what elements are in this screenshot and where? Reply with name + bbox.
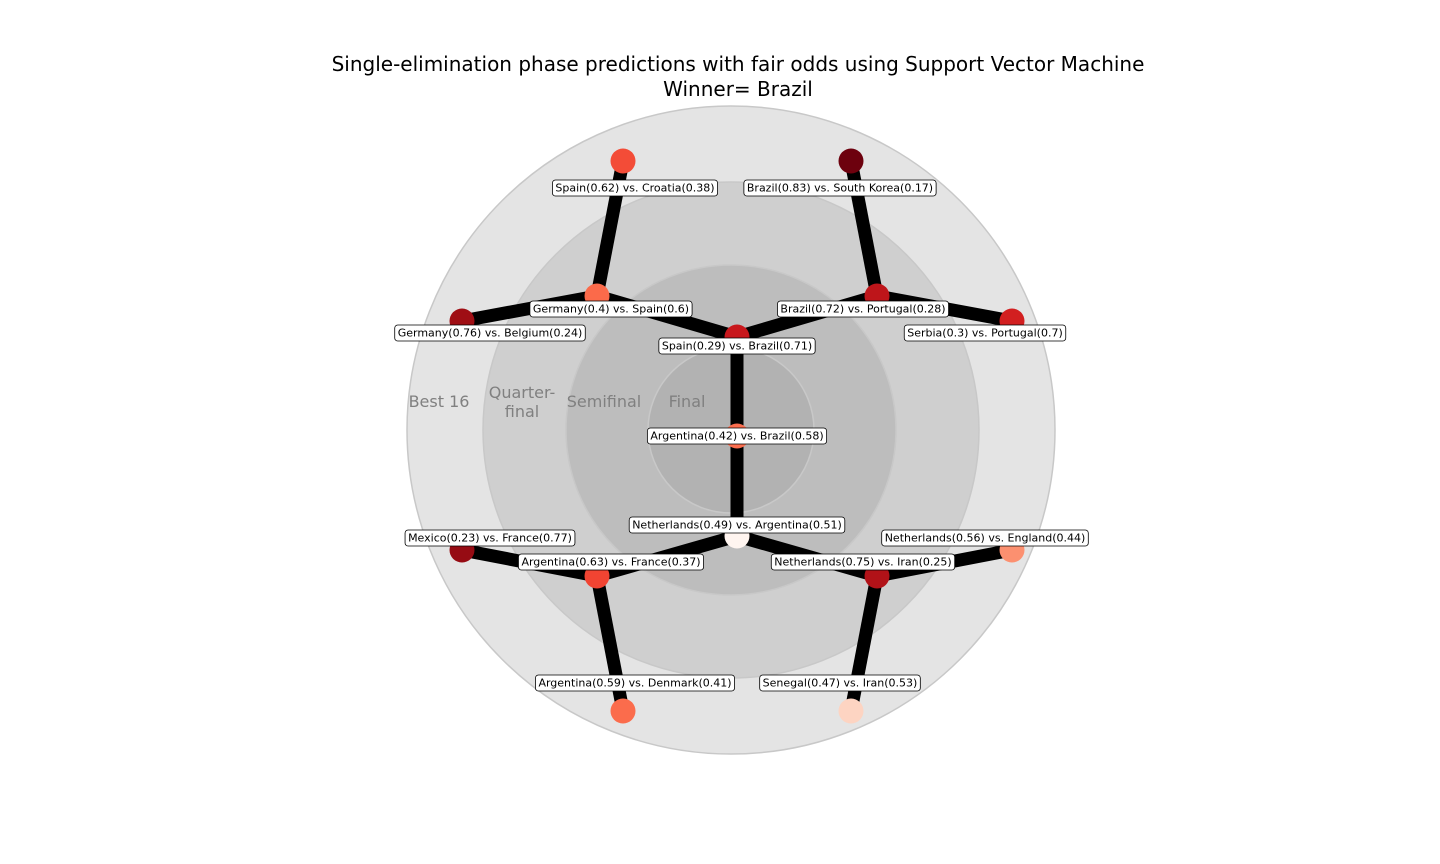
ring-labels-layer: Best 16 Quarter-final Semifinal Final [409,383,706,421]
match-label-text: Argentina(0.63) vs. France(0.37) [521,556,700,569]
match-label-text: Senegal(0.47) vs. Iran(0.53) [763,677,918,690]
match-label-r16-5: Mexico(0.23) vs. France(0.77) [404,529,576,547]
match-label-text: Serbia(0.3) vs. Portugal(0.7) [907,327,1063,340]
match-label-r16-1: Spain(0.62) vs. Croatia(0.38) [552,179,718,197]
match-label-box [394,324,586,342]
node-r16-1 [610,148,636,174]
match-label-box [646,427,828,445]
match-label-r16-3: Brazil(0.83) vs. South Korea(0.17) [743,179,937,197]
ring-label-1: Quarter-final [489,383,556,421]
match-label-qf-top-left: Germany(0.4) vs. Spain(0.6) [529,300,693,318]
match-label-r16-4: Serbia(0.3) vs. Portugal(0.7) [903,324,1067,342]
match-label-text: Brazil(0.83) vs. South Korea(0.17) [747,182,933,195]
match-label-r16-6: Argentina(0.59) vs. Denmark(0.41) [535,674,735,692]
match-label-semi-top: Spain(0.29) vs. Brazil(0.71) [658,337,816,355]
title-line-2: Winner= Brazil [663,77,813,101]
match-label-r16-2: Germany(0.76) vs. Belgium(0.24) [394,324,586,342]
match-label-qf-bottom-left: Argentina(0.63) vs. France(0.37) [518,553,704,571]
match-label-text: Germany(0.4) vs. Spain(0.6) [533,303,689,316]
edge-qf-top-left-r16-2 [460,289,599,328]
node-r16-6 [610,698,636,724]
match-label-r16-7: Netherlands(0.56) vs. England(0.44) [881,529,1089,547]
ring-label-0: Best 16 [409,392,470,411]
title-line-1: Single-elimination phase predictions wit… [331,52,1145,76]
match-label-text: Netherlands(0.56) vs. England(0.44) [885,532,1086,545]
match-label-box [628,516,846,534]
match-label-text: Germany(0.76) vs. Belgium(0.24) [398,327,583,340]
match-label-text: Spain(0.62) vs. Croatia(0.38) [555,182,714,195]
chart-title: Single-elimination phase predictions wit… [0,52,1440,102]
match-label-semi-bottom: Netherlands(0.49) vs. Argentina(0.51) [628,516,846,534]
labels-layer: Argentina(0.42) vs. Brazil(0.58) Spain(0.… [394,179,1089,692]
match-label-box [881,529,1089,547]
match-label-box [529,300,693,318]
ring-label-2: Semifinal [567,392,642,411]
match-label-box [404,529,576,547]
match-label-box [535,674,735,692]
match-label-box [759,674,921,692]
match-label-qf-top-right: Brazil(0.72) vs. Portugal(0.28) [777,300,949,318]
match-label-box [518,553,704,571]
match-label-box [552,179,718,197]
match-label-r16-8: Senegal(0.47) vs. Iran(0.53) [759,674,921,692]
match-label-box [743,179,937,197]
match-label-text: Mexico(0.23) vs. France(0.77) [408,532,572,545]
match-label-text: Netherlands(0.75) vs. Iran(0.25) [774,556,951,569]
match-label-text: Brazil(0.72) vs. Portugal(0.28) [780,303,945,316]
match-label-text: Argentina(0.42) vs. Brazil(0.58) [650,430,823,443]
match-label-box [770,553,956,571]
match-label-text: Netherlands(0.49) vs. Argentina(0.51) [632,519,842,532]
match-label-box [777,300,949,318]
match-label-text: Argentina(0.59) vs. Denmark(0.41) [538,677,731,690]
node-r16-8 [838,698,864,724]
ring-label-3: Final [669,392,706,411]
match-label-final: Argentina(0.42) vs. Brazil(0.58) [646,427,828,445]
match-label-box [658,337,816,355]
match-label-qf-bottom-right: Netherlands(0.75) vs. Iran(0.25) [770,553,956,571]
node-r16-3 [838,148,864,174]
match-label-box [903,324,1067,342]
match-label-text: Spain(0.29) vs. Brazil(0.71) [662,340,812,353]
